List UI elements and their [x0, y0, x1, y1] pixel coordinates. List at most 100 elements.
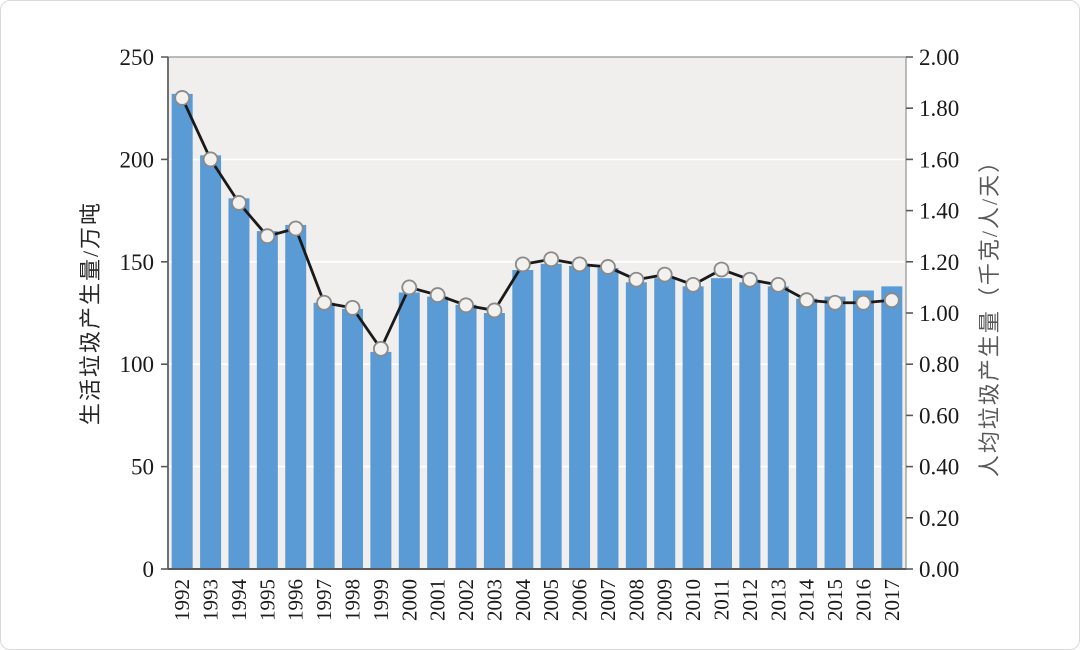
bar-2004 [512, 269, 534, 569]
marker-2007 [600, 259, 616, 275]
marker-1993 [202, 151, 219, 168]
marker-2015 [827, 294, 843, 311]
marker-2002 [458, 297, 474, 314]
bar-2005 [540, 263, 562, 569]
x-tick-label-2002: 2002 [454, 579, 478, 621]
bar-2002 [455, 304, 477, 569]
left-tick-label: 100 [120, 352, 155, 377]
bar-2012 [739, 282, 761, 569]
marker-2014 [798, 292, 815, 309]
plot-area: 250 200 150 100 50 0 2.00 1.80 1.60 1.40 1.20 1.00 0… [120, 45, 960, 621]
x-tick-label-1997: 1997 [312, 579, 336, 621]
x-tick-label-1993: 1993 [199, 579, 223, 621]
bar-2017 [881, 286, 903, 569]
bar-2009 [654, 278, 676, 569]
marker-2012 [741, 271, 758, 288]
x-tick-label-2001: 2001 [426, 579, 450, 621]
x-tick-label-1996: 1996 [284, 579, 308, 621]
bar-1996 [285, 224, 307, 569]
x-tick-label-2000: 2000 [397, 579, 421, 621]
x-tick-label-2006: 2006 [568, 579, 592, 621]
marker-2006 [571, 256, 588, 273]
right-tick-label: 1.20 [919, 250, 959, 275]
bar-2008 [625, 282, 647, 569]
left-tick-label: 150 [120, 250, 155, 275]
marker-1998 [344, 299, 361, 316]
x-tick-label-2015: 2015 [823, 579, 847, 621]
x-tick-label-2005: 2005 [539, 579, 563, 621]
right-tick-label: 1.80 [919, 96, 959, 121]
x-tick-label-2010: 2010 [681, 579, 705, 621]
right-axis-title: 人均垃圾产生量（千克/人/天） [977, 149, 1002, 477]
marker-2008 [628, 271, 645, 288]
bar-1998 [342, 308, 363, 569]
x-tick-label-1999: 1999 [369, 579, 393, 621]
x-tick-label-2012: 2012 [738, 579, 762, 621]
bar-2007 [597, 267, 619, 569]
plot-background [168, 57, 906, 569]
marker-2003 [486, 302, 503, 319]
bar-2014 [796, 298, 818, 569]
x-tick-label-2003: 2003 [482, 579, 506, 621]
bar-2006 [569, 265, 591, 569]
marker-2004 [514, 256, 531, 273]
marker-2001 [429, 287, 446, 303]
bar-1997 [313, 302, 335, 569]
bar-2015 [824, 296, 846, 569]
right-tick-label: 1.40 [919, 199, 959, 224]
marker-1999 [372, 340, 389, 357]
bar-1994 [228, 198, 250, 569]
x-tick-label-1995: 1995 [255, 579, 279, 621]
left-tick-label: 250 [120, 45, 155, 70]
marker-2017 [883, 292, 900, 309]
right-tick-label: 0.80 [919, 352, 959, 377]
bar-1992 [171, 93, 193, 569]
marker-2009 [656, 266, 673, 283]
right-tick-label: 0.20 [919, 506, 959, 531]
x-tick-label-2011: 2011 [710, 579, 734, 620]
x-tick-label-1994: 1994 [227, 579, 251, 622]
bar-2010 [682, 286, 704, 569]
x-tick-label-2016: 2016 [851, 579, 875, 621]
right-tick-label: 1.60 [919, 147, 959, 172]
right-tick-label: 0.60 [919, 403, 959, 428]
x-tick-label-2008: 2008 [624, 579, 648, 621]
bar-2003 [483, 313, 505, 569]
bar-1995 [256, 231, 278, 569]
x-tick-label-2009: 2009 [653, 579, 677, 621]
marker-2016 [855, 294, 872, 311]
marker-2005 [543, 251, 560, 268]
x-tick-label-1998: 1998 [341, 579, 365, 621]
bar-2013 [767, 286, 789, 569]
x-tick-label-1992: 1992 [170, 579, 194, 621]
right-tick-label: 0.00 [919, 557, 959, 582]
left-tick-label: 50 [131, 455, 154, 480]
x-tick-label-2004: 2004 [511, 579, 535, 622]
x-tick-label-2017: 2017 [880, 579, 904, 621]
bar-2000 [398, 292, 420, 569]
bar-2011 [711, 278, 732, 569]
marker-2011 [713, 261, 730, 278]
left-axis-title: 生活垃圾产生量/万吨 [78, 201, 103, 425]
marker-2013 [770, 276, 787, 293]
x-tick-label-2013: 2013 [766, 579, 790, 621]
marker-1997 [316, 294, 333, 311]
marker-2010 [685, 276, 702, 293]
bar-1999 [370, 351, 392, 569]
x-tick-label-2014: 2014 [795, 579, 819, 622]
right-tick-label: 0.40 [919, 455, 959, 480]
bar-1993 [200, 155, 222, 569]
right-tick-label: 1.00 [919, 301, 959, 326]
left-tick-label: 200 [120, 147, 155, 172]
bar-2016 [852, 290, 874, 569]
marker-1995 [259, 228, 276, 245]
x-tick-label-2007: 2007 [596, 579, 620, 621]
bar-2001 [427, 296, 449, 569]
right-tick-label: 2.00 [919, 45, 959, 70]
marker-2000 [401, 279, 418, 296]
marker-1996 [287, 220, 304, 237]
marker-1992 [174, 90, 191, 106]
left-tick-label: 0 [143, 557, 155, 582]
